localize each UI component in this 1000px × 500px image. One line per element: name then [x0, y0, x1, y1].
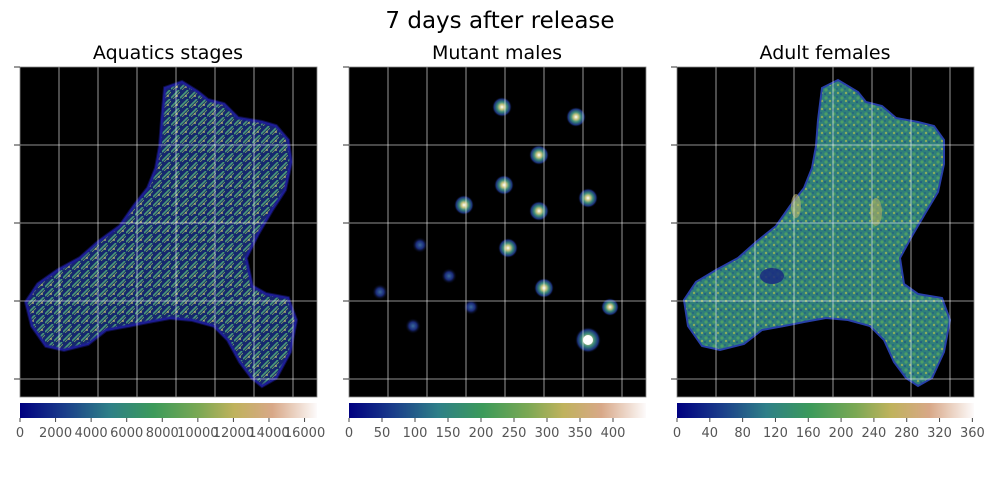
- release-spot: [412, 237, 428, 253]
- release-spot: [441, 268, 457, 284]
- colorbar: [20, 403, 317, 418]
- colorbar-tick-label: 400: [601, 426, 626, 441]
- colorbar: [677, 403, 974, 418]
- colorbar-tick-label: 300: [535, 426, 560, 441]
- colorbar-tick-label: 50: [374, 426, 391, 441]
- release-spot: [566, 107, 586, 127]
- island-coast: [23, 79, 299, 389]
- release-spot: [494, 175, 514, 195]
- release-spot: [372, 284, 388, 300]
- release-spot: [498, 238, 518, 258]
- colorbar-tick-label: 0: [16, 426, 24, 441]
- colorbar-tick-label: 250: [502, 426, 527, 441]
- colorbar-tick-label: 160: [796, 426, 821, 441]
- colorbar: [349, 403, 646, 418]
- colorbar-tick-label: 200: [469, 426, 494, 441]
- grid: [20, 67, 317, 397]
- colorbar-tick-label: 80: [734, 426, 751, 441]
- colorbar-tick-label: 200: [829, 426, 854, 441]
- release-spot: [529, 145, 549, 165]
- release-spot: [529, 201, 549, 221]
- colorbar-tick-label: 280: [894, 426, 919, 441]
- release-spot: [492, 97, 512, 117]
- panel-title: Adult females: [760, 42, 891, 64]
- panel-title: Aquatics stages: [93, 42, 243, 64]
- panel-mutant-males: Mutant males: [343, 42, 647, 441]
- colorbar-tick-label: 360: [960, 426, 985, 441]
- figure-title: 7 days after release: [385, 8, 614, 34]
- colorbar-tick-label: 0: [345, 426, 353, 441]
- colorbar-tick-label: 16000: [284, 426, 325, 441]
- colorbar-tick-label: 40: [702, 426, 719, 441]
- colorbar-tick-label: 2000: [39, 426, 72, 441]
- colorbar-tick-label: 10000: [177, 426, 218, 441]
- release-spot: [454, 195, 474, 215]
- colorbar-tick-label: 6000: [110, 426, 143, 441]
- colorbar-tick-label: 240: [861, 426, 886, 441]
- colorbar-tick-label: 14000: [248, 426, 289, 441]
- colorbar-tick-label: 320: [927, 426, 952, 441]
- grid: [677, 67, 974, 397]
- grid: [349, 67, 646, 397]
- colorbar-tick-label: 12000: [213, 426, 254, 441]
- colorbar-tick-label: 150: [436, 426, 461, 441]
- colorbar-tick-label: 120: [763, 426, 788, 441]
- heatmap-area: [349, 67, 646, 397]
- colorbar-tick-label: 4000: [75, 426, 108, 441]
- panel-title: Mutant males: [432, 42, 562, 64]
- colorbar-ticks: 0 50 100 150 200 250 300 350 400: [345, 418, 626, 441]
- island-outline: [682, 78, 952, 388]
- colorbar-tick-label: 350: [568, 426, 593, 441]
- panel-aquatics: Aquatics stages 0 2000 4000 6000 80001000012…: [14, 42, 325, 441]
- release-spot: [578, 188, 598, 208]
- release-spot: [405, 318, 421, 334]
- colorbar-tick-label: 8000: [146, 426, 179, 441]
- colorbar-tick-label: 0: [673, 426, 681, 441]
- colorbar-ticks: 0 40 80 120 160 200 240 280 320 360: [673, 418, 985, 441]
- release-spot: [601, 298, 619, 316]
- release-spot: [463, 299, 479, 315]
- colorbar-tick-label: 100: [403, 426, 428, 441]
- panel-adult-females: Adult females 0 40 80 120 160 200 240 280 320 360: [671, 42, 985, 441]
